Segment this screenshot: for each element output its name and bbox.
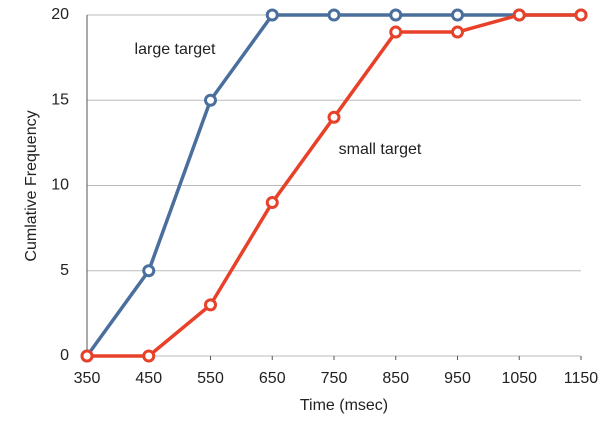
x-tick-label: 1050 xyxy=(501,370,537,387)
data-point xyxy=(142,349,156,363)
y-tick-label: 10 xyxy=(51,177,69,194)
x-tick-label: 1150 xyxy=(564,370,599,387)
data-point xyxy=(512,8,526,22)
y-tick-label: 15 xyxy=(51,91,69,108)
data-point xyxy=(204,93,217,107)
data-point xyxy=(142,264,156,278)
data-point xyxy=(389,8,403,22)
x-tick-label: 950 xyxy=(444,370,471,387)
y-axis-title: Cumlative Frequency xyxy=(23,110,40,261)
data-point xyxy=(451,8,464,22)
x-tick-label: 350 xyxy=(74,370,101,387)
x-axis-title: Time (msec) xyxy=(300,397,388,414)
data-point xyxy=(327,110,341,124)
y-tick-label: 0 xyxy=(60,347,69,364)
data-point xyxy=(80,349,94,363)
data-point xyxy=(204,298,217,312)
data-point xyxy=(574,8,588,22)
series-label: small target xyxy=(339,141,422,158)
x-tick-label: 850 xyxy=(382,370,409,387)
x-tick-label: 450 xyxy=(135,370,162,387)
data-point xyxy=(389,25,403,39)
data-point xyxy=(451,25,464,39)
data-point xyxy=(265,8,279,22)
data-point xyxy=(327,8,341,22)
y-tick-label: 5 xyxy=(60,262,69,279)
y-tick-label: 20 xyxy=(51,6,69,23)
x-tick-label: 550 xyxy=(197,370,224,387)
data-point xyxy=(265,196,279,210)
x-tick-label: 650 xyxy=(259,370,286,387)
series-label: large target xyxy=(135,41,216,58)
x-tick-label: 750 xyxy=(321,370,348,387)
